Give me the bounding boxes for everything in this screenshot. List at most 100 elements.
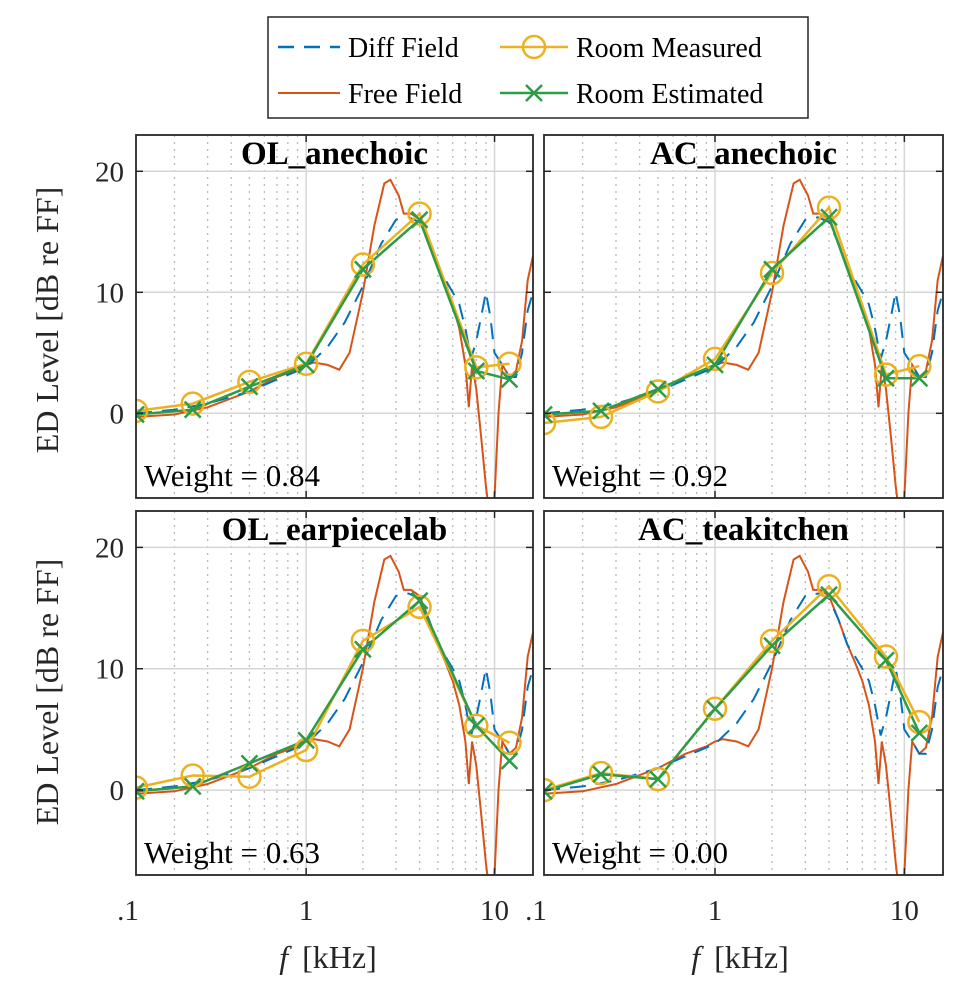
x-tick-label: .1 [117, 895, 139, 927]
weight-label: Weight = 0.84 [144, 458, 320, 493]
room-measured-point [759, 628, 785, 654]
panel-title: AC_anechoic [650, 136, 837, 172]
room-estimated-point [649, 380, 667, 398]
y-axis-label-top: ED Level [dB re FF] [29, 187, 65, 454]
room-measured-point [497, 730, 522, 755]
room-estimated-point [544, 405, 553, 424]
curves [136, 178, 533, 498]
room-estimated-point [297, 356, 316, 374]
room-measured-point [702, 696, 728, 722]
room-measured-point [816, 573, 842, 599]
y-tick-label: 20 [95, 532, 124, 564]
room-estimated-point [467, 362, 486, 380]
room-estimated-point [183, 777, 202, 796]
axes-frame [135, 134, 534, 499]
y-tick-label: 10 [95, 654, 124, 686]
x-tick-label: .1 [525, 895, 547, 927]
room-measured-point [873, 644, 899, 669]
axes-frame [135, 510, 534, 876]
room-measured-point [759, 260, 785, 286]
x-tick-label: 10 [480, 895, 509, 927]
x-axis-label-right: f [kHz] [691, 939, 789, 975]
y-axis-label-bottom: ED Level [dB re FF] [29, 559, 65, 826]
room-measured-point [350, 252, 376, 277]
legend-box [267, 16, 809, 119]
room-estimated-point [877, 369, 895, 388]
x-axis-unit-left: [kHz] [302, 939, 377, 975]
room-measured-point [237, 764, 262, 789]
legend-label-room-measured: Room Measured [576, 33, 762, 64]
y-tick-label: 20 [95, 156, 124, 188]
x-tick-label: 1 [299, 895, 314, 927]
room-estimated-point [910, 724, 929, 742]
room-estimated-point [136, 405, 145, 424]
weight-label: Weight = 0.63 [144, 835, 320, 870]
curves [136, 554, 533, 875]
room-estimated-point [183, 400, 202, 419]
room-estimated-point [763, 260, 781, 279]
room-estimated-point [706, 699, 724, 718]
room-measured-point [702, 346, 728, 372]
x-axis-var-left: f [279, 939, 292, 975]
weight-label: Weight = 0.00 [552, 835, 728, 870]
panel-title: OL_earpiecelab [222, 512, 447, 548]
room-estimated-point [297, 731, 316, 750]
x-tick-label: 1 [708, 895, 723, 927]
room-estimated-line [136, 217, 510, 416]
legend-marker-room-measured [521, 34, 547, 60]
panel-2: AC_anechoic Weight = 0.92 [543, 134, 944, 499]
diff-field-line [136, 592, 533, 792]
y-tick-label: 0 [110, 398, 125, 430]
legend-label-free-field: Free Field [348, 79, 462, 110]
room-estimated-point [240, 377, 259, 396]
room-estimated-point [706, 356, 724, 374]
room-estimated-point [910, 369, 929, 388]
room-measured-point [407, 594, 432, 620]
curves [544, 178, 943, 498]
room-measured-point [293, 351, 319, 376]
y-tick-label: 10 [95, 277, 124, 309]
room-measured-point [544, 410, 557, 436]
legend-marker-room-estimated [525, 84, 543, 102]
room-estimated-point [467, 716, 486, 735]
room-estimated-point [353, 260, 372, 279]
panel-1: OL_anechoic Weight = 0.84 0 10 20 [95, 134, 534, 499]
x-tick-label: 10 [890, 895, 919, 927]
room-estimated-line [136, 598, 511, 793]
x-axis-label-left: f [kHz] [279, 939, 377, 975]
room-estimated-point [820, 585, 838, 604]
room-estimated-point [877, 651, 895, 670]
room-measured-point [645, 379, 671, 404]
room-estimated-point [649, 770, 667, 789]
curves [544, 554, 943, 875]
room-measured-line [544, 584, 921, 792]
room-estimated-point [500, 370, 519, 389]
room-measured-point [136, 398, 149, 424]
legend-label-diff-field: Diff Field [348, 33, 459, 64]
room-estimated-line [544, 215, 920, 416]
room-measured-point [464, 713, 489, 739]
panel-3: OL_earpiecelab Weight = 0.63 0 10 20 .1 1 10 [95, 510, 534, 927]
x-axis-var-right: f [691, 939, 704, 975]
room-measured-point [588, 760, 614, 786]
room-measured-point [588, 404, 614, 430]
room-measured-point [237, 369, 262, 395]
room-estimated-point [544, 782, 553, 801]
y-tick-label: 0 [110, 775, 125, 807]
axes-frame [543, 510, 944, 876]
panel-4: AC_teakitchen Weight = 0.00.1 1 10 [525, 510, 944, 927]
weight-label: Weight = 0.92 [552, 458, 728, 493]
axes-frame [543, 134, 944, 499]
room-estimated-point [763, 636, 781, 655]
room-measured-point [136, 775, 149, 800]
legend: Diff Field Room Measured Free Field Room… [267, 16, 809, 119]
room-measured-point [907, 709, 932, 735]
room-measured-point [180, 391, 205, 416]
room-measured-point [407, 201, 432, 226]
room-measured-line [136, 605, 511, 789]
panel-title: OL_anechoic [241, 136, 428, 172]
x-axis-unit-right: [kHz] [714, 939, 789, 975]
room-estimated-point [820, 208, 838, 227]
